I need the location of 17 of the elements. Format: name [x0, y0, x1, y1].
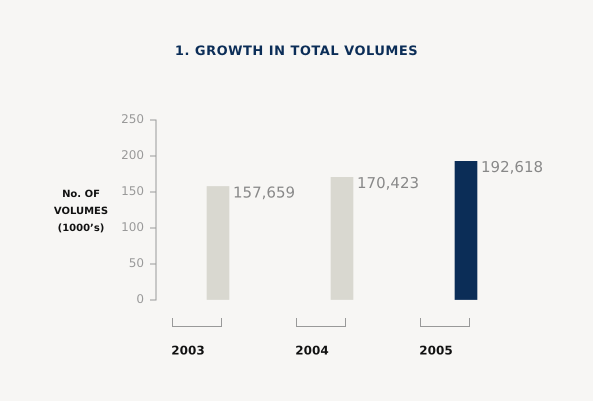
- y-axis-title: No. OF VOLUMES (1000’s): [52, 188, 110, 236]
- y-tick-label: 150: [121, 184, 144, 198]
- annotation: 170,423: [357, 174, 420, 192]
- x-tick-label: 2005: [419, 343, 453, 358]
- x-tick-label: 2003: [171, 343, 205, 358]
- annotation: 157,659: [233, 183, 296, 202]
- annotation: 192,618: [481, 158, 544, 176]
- bar: [330, 176, 354, 300]
- chart-title: 1. GROWTH IN TOTAL VOLUMES: [174, 44, 420, 59]
- y-tick-label: 50: [128, 256, 144, 270]
- y-tick-label: 100: [121, 220, 144, 234]
- bar: [206, 186, 230, 300]
- y-tick-label: 200: [121, 148, 144, 162]
- y-tick-label: 250: [121, 112, 144, 126]
- bar: [454, 160, 478, 300]
- y-tick-label: 0: [136, 292, 144, 306]
- x-tick-label: 2004: [295, 343, 329, 358]
